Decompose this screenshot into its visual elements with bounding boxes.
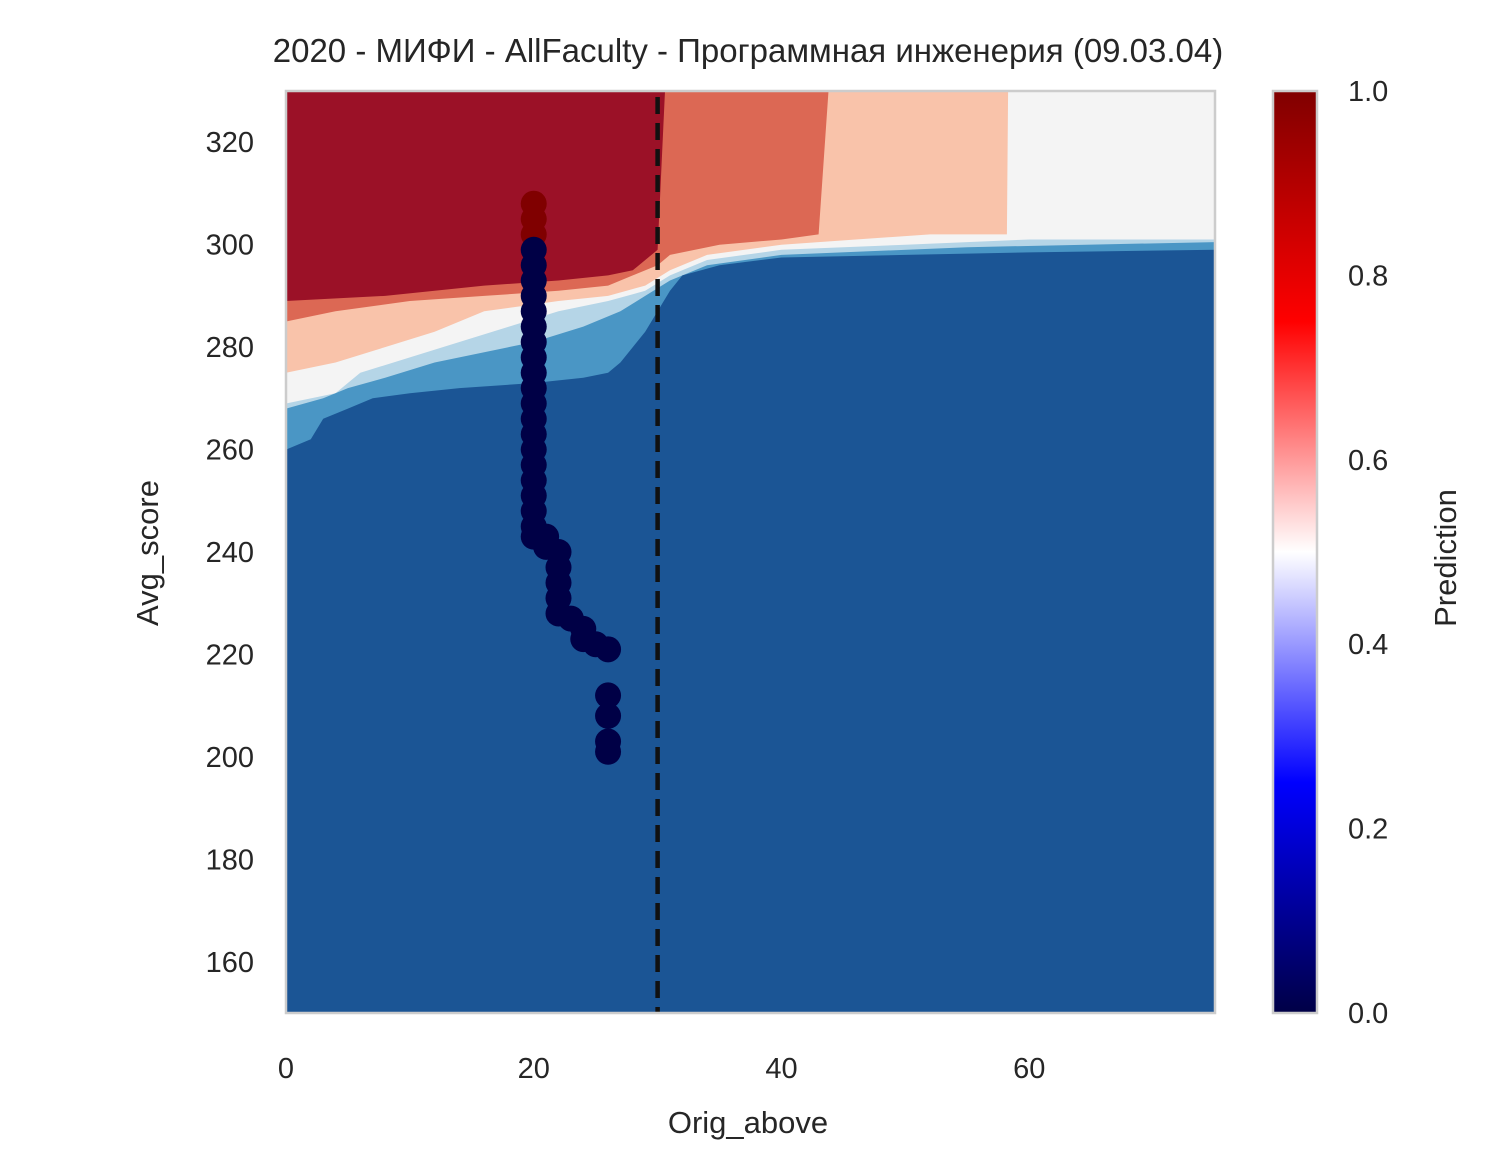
colorbar-tick-label: 0.4	[1348, 629, 1388, 661]
x-tick-label: 20	[518, 1053, 550, 1085]
y-tick-label: 300	[206, 230, 254, 262]
contour-regions	[286, 91, 1215, 1013]
colorbar-tick-label: 0.8	[1348, 260, 1388, 292]
band-blue-dark	[286, 249, 1215, 1013]
colorbar-gradient	[1273, 91, 1317, 1013]
scatter-point	[595, 702, 622, 729]
y-tick-label: 260	[206, 435, 254, 467]
scatter-point	[595, 636, 622, 663]
colorbar-tick-label: 0.0	[1348, 998, 1388, 1030]
chart-title: 2020 - МИФИ - AllFaculty - Программная и…	[273, 32, 1224, 69]
y-tick-label: 320	[206, 127, 254, 159]
y-tick-label: 200	[206, 742, 254, 774]
plot-area	[286, 91, 1215, 1013]
y-tick-label: 240	[206, 537, 254, 569]
colorbar-frame	[1271, 89, 1319, 1015]
scatter-point	[595, 738, 622, 765]
colorbar-label: Prediction	[1428, 489, 1463, 627]
scatter-points	[520, 190, 622, 765]
x-axis-label: Orig_above	[668, 1105, 828, 1140]
colorbar: 0.0 0.2 0.4 0.6 0.8 1.0 Prediction	[1271, 76, 1463, 1030]
y-axis-ticks: 160 180 200 220 240 260 280 300 320	[206, 127, 254, 979]
x-tick-label: 40	[765, 1053, 797, 1085]
colorbar-tick-label: 1.0	[1348, 76, 1388, 108]
x-tick-label: 60	[1013, 1053, 1045, 1085]
colorbar-ticks: 0.0 0.2 0.4 0.6 0.8 1.0	[1348, 76, 1388, 1030]
y-tick-label: 220	[206, 639, 254, 671]
colorbar-tick-label: 0.6	[1348, 445, 1388, 477]
scatter-point	[595, 682, 622, 709]
y-tick-label: 180	[206, 844, 254, 876]
x-tick-label: 0	[278, 1053, 294, 1085]
colorbar-tick-label: 0.2	[1348, 814, 1388, 846]
y-axis-label: Avg_score	[130, 480, 165, 626]
y-tick-label: 280	[206, 332, 254, 364]
y-tick-label: 160	[206, 947, 254, 979]
plot-frame	[284, 89, 1217, 1015]
x-axis-ticks: 0 20 40 60	[278, 1053, 1045, 1085]
